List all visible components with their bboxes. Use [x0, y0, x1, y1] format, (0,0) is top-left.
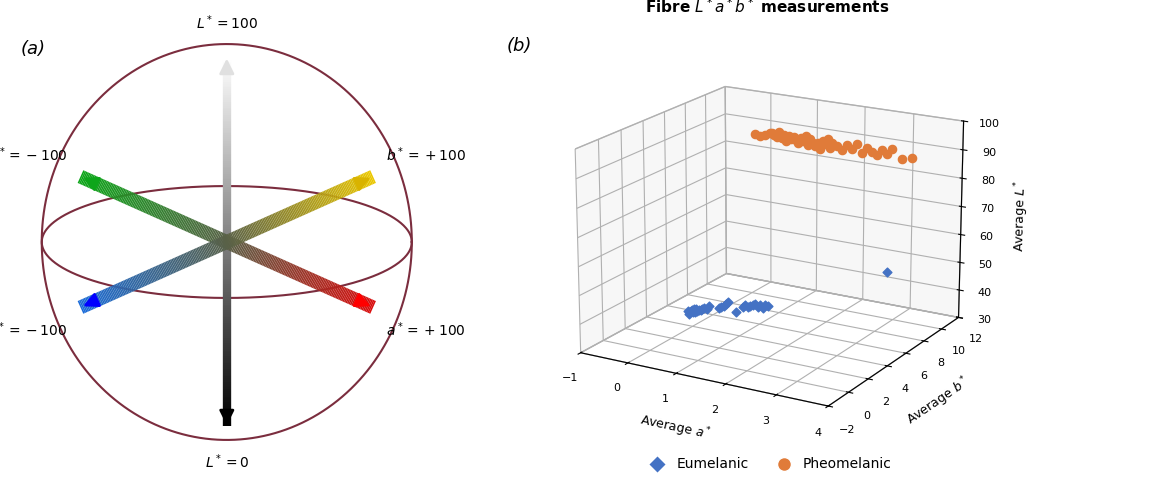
Text: $\mathit{b}^* = +100$: $\mathit{b}^* = +100$ — [386, 145, 466, 164]
Text: $\mathit{b}^* = -100$: $\mathit{b}^* = -100$ — [0, 320, 67, 339]
Text: $\mathit{L}^* = 0$: $\mathit{L}^* = 0$ — [205, 452, 249, 470]
Text: $\mathit{L}^* = 100$: $\mathit{L}^* = 100$ — [195, 14, 258, 32]
Legend: Eumelanic, Pheomelanic: Eumelanic, Pheomelanic — [637, 452, 898, 477]
Title: Fibre $\mathit{L}^*\mathit{a}^*\mathit{b}^*$ measurements: Fibre $\mathit{L}^*\mathit{a}^*\mathit{b… — [645, 0, 890, 16]
Y-axis label: Average $\mathit{b}^*$: Average $\mathit{b}^*$ — [902, 373, 973, 430]
Text: $\mathit{a}^* = -100$: $\mathit{a}^* = -100$ — [0, 145, 67, 164]
Text: (b): (b) — [506, 37, 531, 55]
X-axis label: Average $\mathit{a}^*$: Average $\mathit{a}^*$ — [638, 411, 713, 445]
Text: (a): (a) — [20, 40, 45, 58]
Text: $\mathit{a}^* = +100$: $\mathit{a}^* = +100$ — [386, 320, 465, 339]
